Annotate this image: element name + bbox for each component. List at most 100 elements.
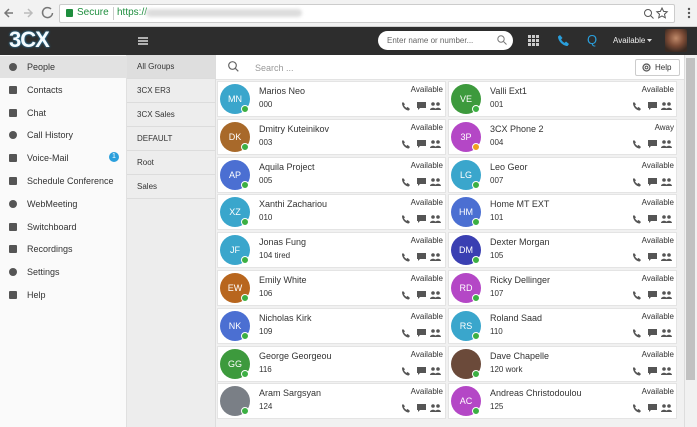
contact-card[interactable]: [217, 307, 446, 344]
call-button[interactable]: [401, 290, 412, 300]
contact-card[interactable]: [217, 156, 446, 193]
contact-card[interactable]: [448, 156, 677, 193]
conference-button[interactable]: [430, 101, 441, 111]
presence-status[interactable]: Available: [613, 36, 646, 45]
chat-button[interactable]: [416, 101, 427, 111]
chat-button[interactable]: [647, 290, 658, 300]
dial-search[interactable]: [378, 31, 513, 50]
conference-button[interactable]: [661, 252, 672, 262]
back-button[interactable]: [3, 8, 13, 18]
group-item[interactable]: [127, 175, 215, 199]
conference-button[interactable]: [430, 177, 441, 187]
chat-button[interactable]: [416, 403, 427, 413]
contact-card[interactable]: [448, 81, 677, 117]
conference-button[interactable]: [430, 403, 441, 413]
call-button[interactable]: [632, 252, 643, 262]
user-avatar[interactable]: [665, 29, 687, 52]
call-button[interactable]: [632, 177, 643, 187]
chat-button[interactable]: [416, 177, 427, 187]
conference-button[interactable]: [430, 328, 441, 338]
call-button[interactable]: [632, 328, 643, 338]
chat-button[interactable]: [416, 252, 427, 262]
contact-card[interactable]: [217, 118, 446, 155]
chat-button[interactable]: [647, 139, 658, 149]
call-button[interactable]: [401, 328, 412, 338]
contact-card[interactable]: [217, 194, 446, 231]
conference-button[interactable]: [661, 403, 672, 413]
chat-button[interactable]: [416, 328, 427, 338]
conference-button[interactable]: [661, 290, 672, 300]
contact-card[interactable]: [448, 270, 677, 306]
contact-card[interactable]: [217, 81, 446, 117]
conference-button[interactable]: [661, 328, 672, 338]
apps-button[interactable]: [528, 35, 539, 46]
nav-label[interactable]: Recordings: [27, 244, 73, 255]
group-item[interactable]: [127, 79, 215, 103]
chat-button[interactable]: [416, 366, 427, 376]
call-button[interactable]: [632, 403, 643, 413]
nav-label[interactable]: Settings: [27, 267, 60, 278]
nav-label[interactable]: Schedule Conference: [27, 176, 114, 186]
chat-button[interactable]: [416, 290, 427, 300]
nav-label[interactable]: WebMeeting: [27, 198, 78, 209]
scrollbar-thumb[interactable]: [686, 58, 695, 380]
conference-button[interactable]: [661, 366, 672, 376]
conference-button[interactable]: [430, 290, 441, 300]
chat-button[interactable]: [416, 214, 427, 224]
conference-button[interactable]: [661, 177, 672, 187]
call-button[interactable]: [401, 139, 412, 149]
conference-button[interactable]: [661, 101, 672, 111]
nav-item-active[interactable]: [0, 56, 127, 78]
contact-card[interactable]: [448, 345, 677, 382]
call-button[interactable]: [401, 252, 412, 262]
conference-button[interactable]: [430, 366, 441, 376]
group-item[interactable]: [127, 103, 215, 127]
chat-button[interactable]: [647, 328, 658, 338]
help-button[interactable]: [635, 59, 680, 76]
nav-label[interactable]: Chat: [27, 107, 47, 118]
group-item[interactable]: [127, 151, 215, 175]
nav-label[interactable]: Contacts: [27, 84, 63, 95]
chat-button[interactable]: [647, 214, 658, 224]
nav-label[interactable]: People: [27, 62, 56, 72]
chat-button[interactable]: [647, 252, 658, 262]
conference-button[interactable]: [430, 139, 441, 149]
call-button[interactable]: [401, 214, 412, 224]
nav-label[interactable]: Switchboard: [27, 221, 77, 232]
call-button[interactable]: [632, 214, 643, 224]
contact-card[interactable]: [448, 118, 677, 155]
contact-card[interactable]: [217, 383, 446, 420]
contact-card[interactable]: [217, 232, 446, 269]
logo[interactable]: 3CX: [9, 27, 50, 52]
nav-label[interactable]: Call History: [27, 130, 74, 141]
forward-button[interactable]: [24, 8, 34, 18]
nav-label[interactable]: Help: [27, 290, 46, 300]
menu-button[interactable]: [137, 35, 149, 47]
conference-button[interactable]: [430, 252, 441, 262]
call-button[interactable]: [401, 101, 412, 111]
phone-button[interactable]: [557, 34, 570, 47]
group-item[interactable]: [127, 127, 215, 151]
chat-button[interactable]: [647, 101, 658, 111]
chat-button[interactable]: [647, 366, 658, 376]
call-button[interactable]: [632, 290, 643, 300]
queue-button[interactable]: Q: [587, 32, 598, 47]
contact-card[interactable]: [217, 345, 446, 382]
call-button[interactable]: [401, 366, 412, 376]
call-button[interactable]: [401, 177, 412, 187]
chat-button[interactable]: [647, 403, 658, 413]
search-input[interactable]: Search ...: [255, 63, 294, 73]
nav-label[interactable]: Voice-Mail: [27, 153, 69, 164]
call-button[interactable]: [401, 403, 412, 413]
contact-card[interactable]: [217, 270, 446, 306]
conference-button[interactable]: [661, 214, 672, 224]
group-item-active[interactable]: [127, 55, 215, 79]
conference-button[interactable]: [661, 139, 672, 149]
call-button[interactable]: [632, 366, 643, 376]
call-button[interactable]: [632, 101, 643, 111]
conference-button[interactable]: [430, 214, 441, 224]
contact-card[interactable]: [448, 383, 677, 420]
reload-button[interactable]: [41, 6, 54, 19]
call-button[interactable]: [632, 139, 643, 149]
contact-card[interactable]: [448, 194, 677, 231]
